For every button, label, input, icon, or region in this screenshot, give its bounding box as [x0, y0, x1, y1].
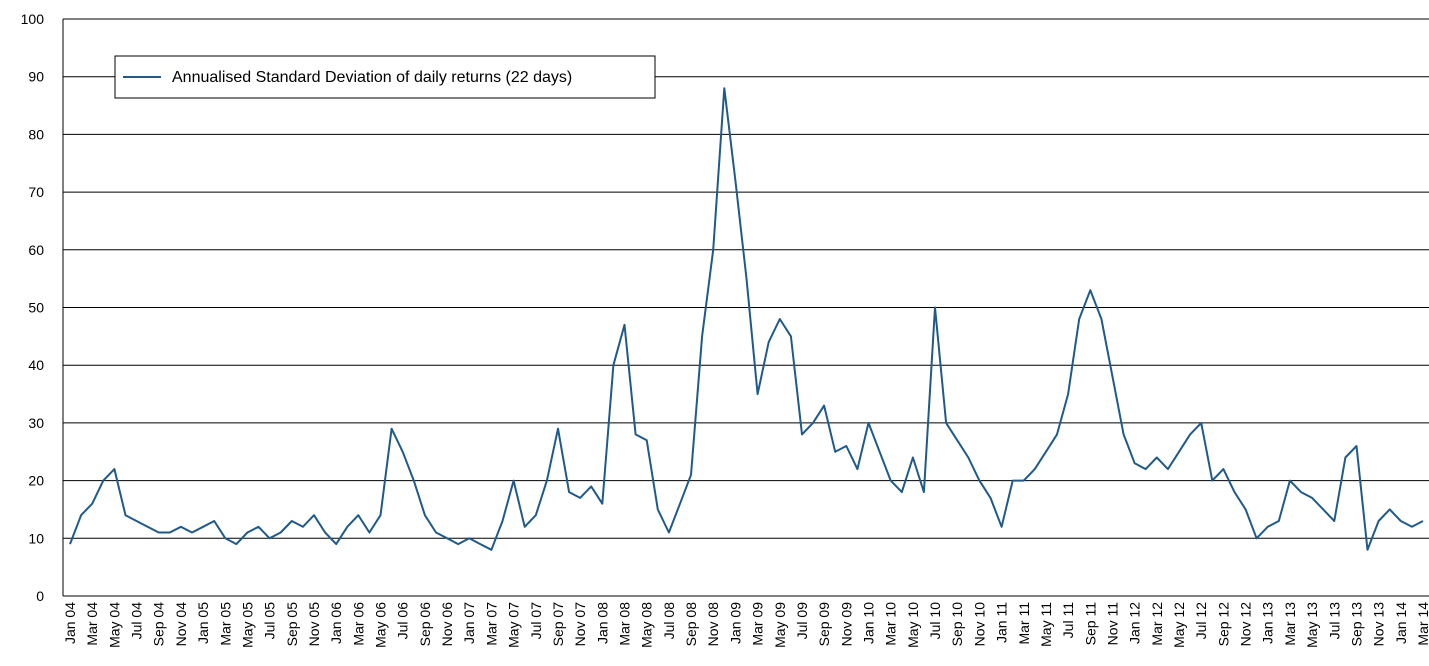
x-tick-label: May 12 [1171, 602, 1187, 648]
x-tick-label: Nov 13 [1371, 602, 1387, 647]
x-tick-label: Mar 10 [883, 602, 899, 646]
x-tick-label: May 05 [239, 602, 255, 648]
y-tick-label: 70 [28, 184, 44, 200]
x-tick-label: Nov 06 [439, 602, 455, 647]
x-tick-label: Sep 10 [949, 602, 965, 647]
x-tick-label: Nov 11 [1104, 602, 1120, 646]
x-tick-label: Jul 07 [528, 602, 544, 640]
y-tick-label: 40 [28, 357, 44, 373]
data-line [69, 87, 1424, 551]
x-tick-label: Mar 06 [350, 602, 366, 646]
grid: 0 10 20 30 40 50 60 70 80 90 100 Jan 04 Mar 04 May 04… [21, 11, 1429, 648]
x-tick-label: Mar 14 [1415, 602, 1429, 646]
x-tick-label: Jul 05 [262, 602, 278, 640]
x-tick-label: Jan 11 [994, 602, 1010, 643]
x-tick-label: Sep 07 [550, 602, 566, 647]
x-tick-label: Nov 07 [572, 602, 588, 647]
x-tick-label: May 07 [506, 602, 522, 648]
x-tick-label: May 13 [1304, 602, 1320, 648]
x-tick-label: Jan 05 [195, 602, 211, 644]
x-tick-label: Jan 06 [328, 602, 344, 644]
x-tick-label: Mar 13 [1282, 602, 1298, 646]
x-tick-label: Mar 12 [1149, 602, 1165, 646]
y-tick-label: 100 [21, 11, 45, 27]
x-tick-label: Nov 04 [173, 602, 189, 647]
x-tick-label: Jul 10 [927, 602, 943, 640]
x-tick-label: Mar 11 [1016, 602, 1032, 645]
y-tick-label: 60 [28, 242, 44, 258]
x-tick-label: Sep 11 [1082, 602, 1098, 646]
x-tick-label: Jul 11 [1060, 602, 1076, 639]
x-tick-label: May 09 [772, 602, 788, 648]
x-tick-label: May 11 [1038, 602, 1054, 647]
x-tick-label: Jan 13 [1260, 602, 1276, 644]
y-tick-label: 80 [28, 126, 44, 142]
x-tick-label: Jan 12 [1127, 602, 1143, 644]
x-tick-label: Mar 04 [84, 602, 100, 646]
x-tick-label: Nov 12 [1238, 602, 1254, 647]
x-tick-label: Sep 09 [816, 602, 832, 647]
x-tick-label: Jan 14 [1393, 602, 1409, 644]
lines [69, 87, 1424, 551]
y-tick-label: 20 [28, 473, 44, 489]
x-tick-label: May 04 [106, 602, 122, 648]
x-tick-label: May 10 [905, 602, 921, 648]
x-tick-label: May 06 [373, 602, 389, 648]
x-tick-label: Jul 09 [794, 602, 810, 640]
x-tick-label: Jan 08 [594, 602, 610, 644]
x-tick-label: Jul 08 [661, 602, 677, 640]
x-tick-label: May 08 [639, 602, 655, 648]
legend: Annualised Standard Deviation of daily r… [114, 55, 656, 99]
x-tick-label: Sep 08 [683, 602, 699, 647]
y-tick-label: 30 [28, 415, 44, 431]
x-tick-label: Mar 07 [483, 602, 499, 646]
x-tick-label: Jan 09 [727, 602, 743, 644]
x-tick-label: Jul 13 [1326, 602, 1342, 640]
x-tick-label: Sep 12 [1215, 602, 1231, 647]
y-tick-label: 50 [28, 300, 44, 316]
x-tick-label: Nov 10 [971, 602, 987, 647]
x-tick-label: Mar 09 [750, 602, 766, 646]
y-tick-label: 10 [28, 530, 44, 546]
x-tick-label: Nov 08 [705, 602, 721, 647]
x-tick-label: Sep 05 [284, 602, 300, 647]
x-tick-label: Jan 04 [62, 602, 78, 644]
legend-label: Annualised Standard Deviation of daily r… [172, 69, 572, 86]
x-tick-label: Jan 10 [860, 602, 876, 644]
legend-box [114, 55, 656, 99]
x-tick-label: Sep 04 [151, 602, 167, 647]
x-tick-label: Sep 13 [1348, 602, 1364, 647]
x-tick-label: Nov 09 [838, 602, 854, 647]
x-tick-label: Jul 12 [1193, 602, 1209, 640]
x-tick-label: Jul 04 [129, 602, 145, 640]
y-tick-label: 0 [36, 588, 44, 604]
x-tick-label: Mar 05 [217, 602, 233, 646]
x-tick-label: Mar 08 [617, 602, 633, 646]
x-tick-label: Nov 05 [306, 602, 322, 647]
x-tick-label: Jan 07 [461, 602, 477, 644]
x-tick-label: Jul 06 [395, 602, 411, 640]
x-tick-label: Sep 06 [417, 602, 433, 647]
y-tick-label: 90 [28, 69, 44, 85]
